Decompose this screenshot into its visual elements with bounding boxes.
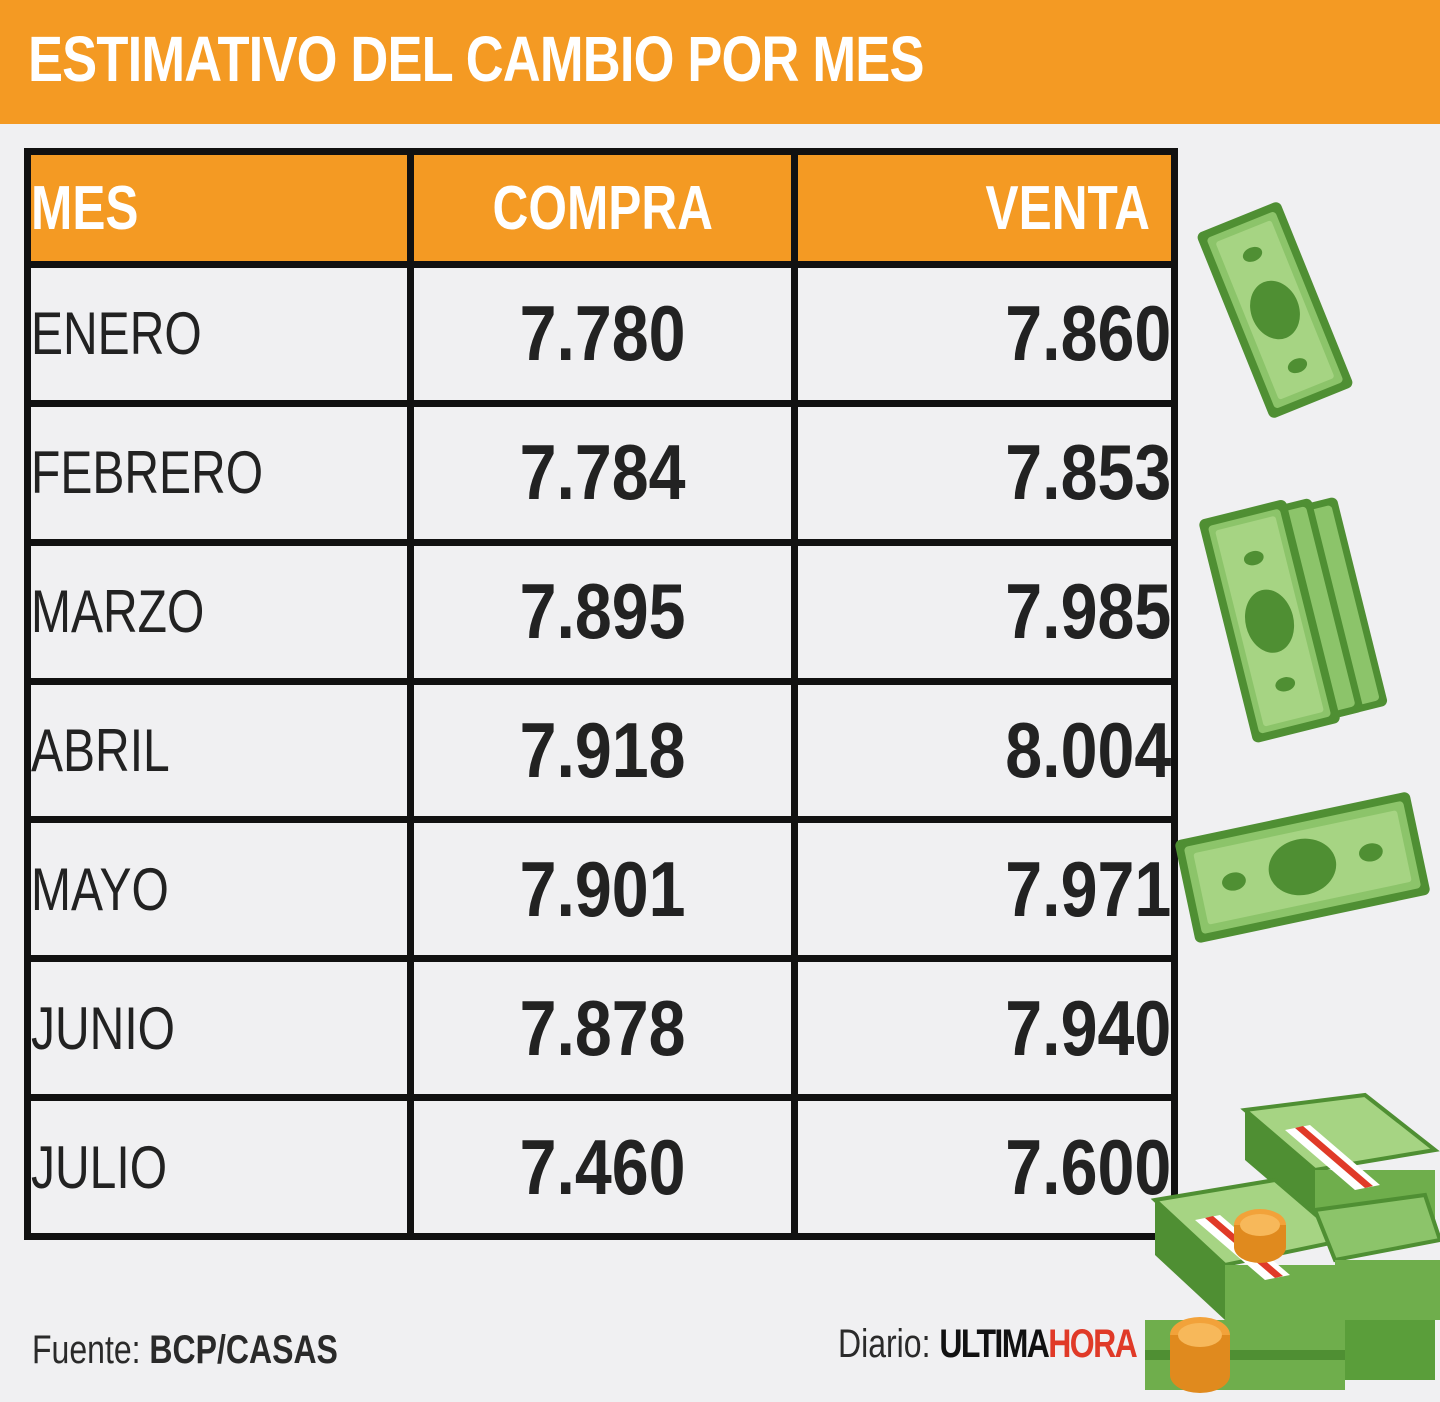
source-value: BCP/CASAS [149,1328,338,1372]
compra-cell: 7.901 [407,816,798,963]
compra-cell: 7.784 [407,399,798,546]
column-header-compra: COMPRA [407,148,798,268]
month-cell: FEBRERO [23,399,415,546]
compra-cell: 7.878 [407,955,798,1102]
month-cell: JUNIO [23,955,415,1102]
compra-cell: 7.780 [407,261,798,407]
venta-cell: 7.860 [790,261,1179,407]
source-credit: Fuente: BCP/CASAS [32,1328,338,1373]
venta-cell: 7.971 [790,816,1179,963]
venta-cell: 7.600 [790,1094,1179,1240]
table-row: JULIO 7.460 7.600 [23,1094,1179,1240]
source-label: Fuente: [32,1328,141,1372]
table-row: MARZO 7.895 7.985 [23,538,1179,685]
compra-cell: 7.460 [407,1094,798,1240]
banknote-icon [1197,202,1353,418]
table-row: ENERO 7.780 7.860 [23,261,1179,407]
money-pile-icon [1145,1092,1440,1393]
table-row: JUNIO 7.878 7.940 [23,955,1179,1102]
compra-cell: 7.918 [407,677,798,824]
compra-cell: 7.895 [407,538,798,685]
banknote-icon [1175,792,1430,943]
month-cell: MAYO [23,816,415,963]
brand-logo-ultima: ULTIMA [939,1322,1049,1366]
table-row: FEBRERO 7.784 7.853 [23,399,1179,546]
table-header-row: MES COMPRA VENTA [23,148,1179,268]
table-row: ABRIL 7.918 8.004 [23,677,1179,824]
column-header-mes: MES [23,148,415,268]
banknote-stack-icon [1199,497,1388,743]
venta-cell: 7.940 [790,955,1179,1102]
brand-label: Diario: [838,1322,931,1366]
venta-cell: 7.985 [790,538,1179,685]
venta-cell: 8.004 [790,677,1179,824]
table-row: MAYO 7.901 7.971 [23,816,1179,963]
venta-cell: 7.853 [790,399,1179,546]
page-title: ESTIMATIVO DEL CAMBIO POR MES [28,23,924,95]
brand-logo-hora: HORA [1048,1322,1137,1366]
brand-credit: Diario: ULTIMAHORA [838,1322,1138,1367]
month-cell: JULIO [23,1094,415,1240]
month-cell: MARZO [23,538,415,685]
month-cell: ABRIL [23,677,415,824]
title-bar: ESTIMATIVO DEL CAMBIO POR MES [0,0,1440,124]
month-cell: ENERO [23,261,415,407]
exchange-rate-table: MES COMPRA VENTA ENERO 7.780 7.860 FEBRE… [23,148,1179,1240]
column-header-venta: VENTA [790,148,1179,268]
